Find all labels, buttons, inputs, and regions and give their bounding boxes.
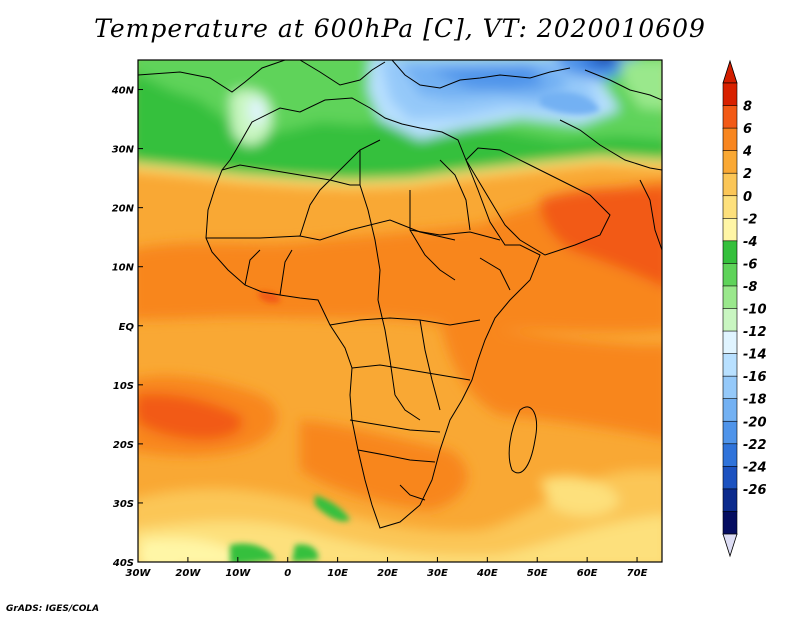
colorbar-label: 4 (742, 145, 752, 160)
colorbar-top-arrow (722, 59, 738, 84)
lat-label: 10N (112, 263, 135, 274)
colorbar-label: -8 (743, 280, 757, 295)
lat-label: 30S (113, 499, 134, 510)
lon-label: 50E (527, 568, 548, 579)
colorbar-label: -22 (743, 438, 767, 453)
colorbar-label: -12 (743, 325, 767, 340)
colorbar: 8 6 4 2 0 -2 -4 -6 -8 -10 -12 -14 -16 -18 -20 -22 -24 -26 (722, 59, 767, 558)
colorbar-swatch (722, 263, 738, 287)
colorbar-label: -18 (743, 393, 767, 408)
lat-label: 10S (113, 381, 134, 392)
colorbar-label: -20 (743, 415, 767, 430)
colorbar-swatch (722, 105, 738, 129)
colorbar-label: -6 (743, 257, 757, 272)
colorbar-label: -14 (743, 348, 767, 363)
colorbar-label: -24 (743, 460, 767, 475)
temperature-field (138, 60, 662, 562)
colorbar-swatch (722, 127, 738, 152)
colorbar-label: -26 (743, 483, 767, 498)
colorbar-label: 8 (743, 100, 752, 115)
lon-label: 40E (476, 568, 498, 579)
colorbar-bottom-arrow (722, 533, 738, 558)
map-frame (137, 59, 663, 563)
lat-label: EQ (119, 322, 135, 333)
lat-label: 30N (112, 145, 135, 156)
colorbar-label: 2 (743, 167, 752, 182)
colorbar-swatch (722, 240, 738, 265)
lon-label: 30W (126, 568, 152, 579)
colorbar-label: -10 (743, 303, 767, 318)
colorbar-swatch (722, 398, 738, 423)
lon-label: 0 (284, 568, 291, 579)
colorbar-swatch (722, 218, 738, 242)
coastlines (138, 60, 662, 529)
lon-label: 70E (627, 568, 648, 579)
colorbar-label: 6 (743, 122, 752, 137)
colorbar-swatch (722, 375, 738, 400)
colorbar-label: -16 (743, 370, 767, 385)
map-title: Temperature at 600hPa [C], VT: 202001060… (94, 14, 706, 43)
colorbar-swatch (722, 443, 738, 468)
colorbar-swatch (722, 285, 738, 310)
lon-label: 60E (577, 568, 598, 579)
colorbar-swatch (722, 420, 738, 445)
lon-label: 20E (377, 568, 398, 579)
colorbar-swatch (722, 172, 738, 197)
lon-label: 20W (175, 568, 201, 579)
lat-label: 20N (112, 204, 135, 215)
lon-label: 10W (225, 568, 251, 579)
colorbar-swatch (722, 488, 738, 513)
lat-label: 20S (113, 440, 134, 451)
colorbar-swatch (722, 353, 738, 377)
colorbar-label: -2 (743, 212, 757, 227)
colorbar-swatch (722, 150, 738, 174)
lat-label: 40N (111, 86, 135, 97)
footer-credit: GrADS: IGES/COLA (6, 604, 100, 614)
lon-label: 10E (327, 568, 348, 579)
colorbar-swatch (722, 466, 738, 490)
colorbar-label: 0 (743, 190, 752, 205)
colorbar-swatch (722, 82, 738, 107)
lon-label: 30E (427, 568, 448, 579)
colorbar-swatch (722, 330, 738, 355)
colorbar-swatch (722, 195, 738, 220)
colorbar-label: -4 (743, 235, 757, 250)
colorbar-swatch (722, 308, 738, 332)
lat-label: 40S (112, 558, 134, 569)
colorbar-swatch (722, 511, 738, 535)
